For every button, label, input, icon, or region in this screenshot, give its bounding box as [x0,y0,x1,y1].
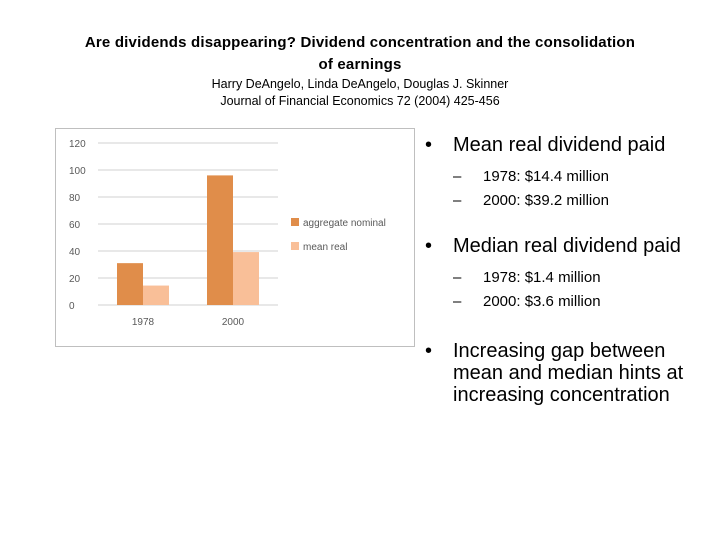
bullet-mean-dividend: • Mean real dividend paid [425,134,715,156]
bullet-marker: • [425,340,433,362]
y-tick-label: 20 [69,274,81,285]
y-tick-label: 40 [69,247,81,258]
sub-text: 1978: $1.4 million [483,269,601,286]
bullet-marker: • [425,235,433,257]
chart-canvas: 0 20 40 60 80 100 120 1978 2000 aggregate nominal… [69,139,386,328]
bullet-marker: • [425,134,433,156]
y-tick-label: 100 [69,166,86,177]
y-tick-label: 0 [69,301,75,312]
sub-median-2000: – 2000: $3.6 million [453,290,715,314]
y-tick-label: 120 [69,139,86,150]
bullet-text: Median real dividend paid [453,235,681,257]
legend-swatch [291,218,299,226]
x-tick-label: 1978 [132,317,155,328]
x-tick-label: 2000 [222,317,245,328]
y-tick-label: 60 [69,220,81,231]
bar [233,252,259,305]
sub-text: 2000: $39.2 million [483,192,609,209]
bullet-increasing-gap: • Increasing gap between mean and median… [425,340,715,406]
bullet-median-dividend: • Median real dividend paid [425,235,715,257]
bullet-text: Increasing gap between mean and median h… [453,340,684,406]
legend-label: mean real [303,242,347,253]
bullet-text: Mean real dividend paid [453,134,666,156]
dash-marker: – [453,269,462,286]
bullet-list: • Mean real dividend paid – 1978: $14.4 … [425,134,715,415]
bar [143,285,169,305]
legend-label: aggregate nominal [303,218,386,229]
slide-title: Are dividends disappearing? Dividend con… [84,34,636,73]
slide-header: Are dividends disappearing? Dividend con… [0,32,720,110]
sub-mean-1978: – 1978: $14.4 million [453,165,715,189]
sub-median-1978: – 1978: $1.4 million [453,266,715,290]
dash-marker: – [453,192,462,209]
y-tick-label: 80 [69,193,81,204]
bar [117,263,143,305]
dividend-bar-chart: 0 20 40 60 80 100 120 1978 2000 aggregate nominal… [55,128,415,347]
sub-text: 1978: $14.4 million [483,168,609,185]
sub-text: 2000: $3.6 million [483,293,601,310]
dash-marker: – [453,293,462,310]
sub-mean-2000: – 2000: $39.2 million [453,189,715,213]
legend-swatch [291,242,299,250]
paper-authors: Harry DeAngelo, Linda DeAngelo, Douglas … [211,77,509,91]
journal-citation: Journal of Financial Economics 72 (2004)… [220,94,500,108]
dash-marker: – [453,168,462,185]
bar [207,175,233,305]
